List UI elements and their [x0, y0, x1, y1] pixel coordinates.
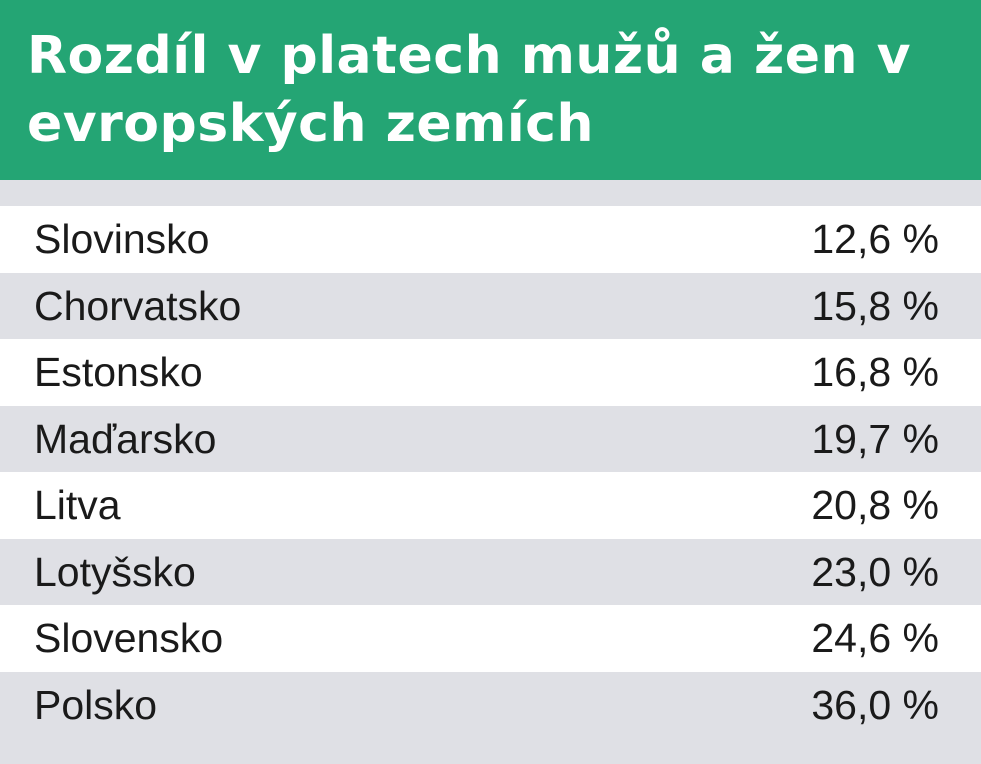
country-label: Litva	[34, 482, 121, 528]
country-label: Slovinsko	[34, 216, 210, 262]
value-label: 20,8 %	[811, 482, 939, 528]
country-label: Estonsko	[34, 349, 203, 395]
table-row: Estonsko 16,8 %	[0, 339, 981, 406]
value-label: 16,8 %	[811, 349, 939, 395]
table-row: Lotyšsko 23,0 %	[0, 538, 981, 605]
value-label: 36,0 %	[811, 681, 939, 728]
country-label: Slovensko	[34, 615, 224, 661]
table-row: Chorvatsko 15,8 %	[0, 272, 981, 339]
value-label: 19,7 %	[811, 415, 939, 462]
country-label: Polsko	[34, 681, 158, 728]
value-label: 15,8 %	[811, 282, 939, 329]
title-banner: Rozdíl v platech mužů a žen v evropských…	[0, 0, 981, 180]
table-row: Slovinsko 12,6 %	[0, 206, 981, 273]
value-label: 23,0 %	[811, 548, 939, 595]
country-label: Maďarsko	[34, 415, 217, 462]
table-row: Maďarsko 19,7 %	[0, 405, 981, 472]
value-label: 24,6 %	[811, 615, 939, 661]
data-table: Slovinsko 12,6 % Chorvatsko 15,8 % Estonsko 1…	[0, 206, 981, 738]
country-label: Lotyšsko	[34, 548, 196, 595]
table-row: Polsko 36,0 %	[0, 671, 981, 738]
value-label: 12,6 %	[811, 216, 939, 262]
chart-title: Rozdíl v platech mužů a žen v evropských…	[27, 26, 912, 154]
table-row: Slovensko 24,6 %	[0, 605, 981, 672]
table-row: Litva 20,8 %	[0, 472, 981, 539]
country-label: Chorvatsko	[34, 282, 242, 329]
